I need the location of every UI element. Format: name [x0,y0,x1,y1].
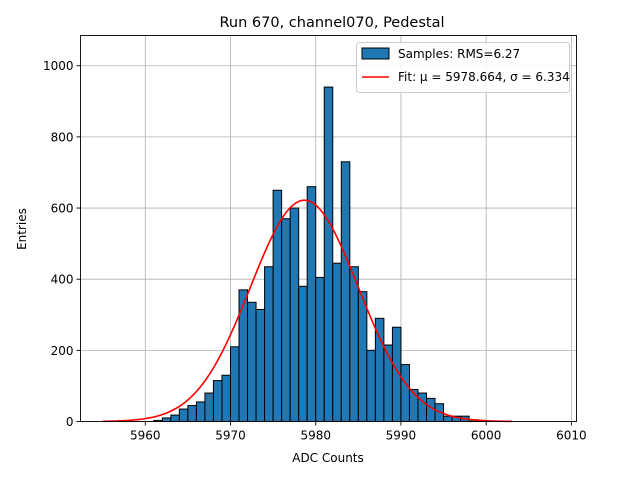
histogram-bar [332,262,342,423]
histogram-bar [417,392,428,423]
histogram-bar [221,374,231,423]
y-axis-label: Entries [15,208,29,250]
y-tick-label: 800 [51,130,74,144]
histogram-bar [306,186,317,422]
histogram-bar [408,388,419,422]
histogram-bar [374,317,385,423]
histogram-bar [323,86,334,422]
histogram-bar [229,346,240,422]
histogram-bar [195,401,206,422]
histogram-bar [298,285,308,422]
histogram-bar [161,417,172,422]
histogram-bar [212,380,223,422]
x-axis-ticks: 5960 5970 5980 5990 6000 6010 [130,421,587,443]
x-tick-label: 6010 [556,429,587,443]
gaussian-fit-curve [102,199,512,423]
histogram-bar [281,218,291,422]
x-tick-label: 5980 [300,429,331,443]
histogram-bar [366,349,376,423]
plot-frame [80,35,577,422]
histogram-bar [247,301,257,423]
histogram-bar [170,414,180,422]
histogram-bar [204,392,214,423]
histogram-bar [289,207,300,422]
x-tick-label: 5970 [215,429,246,443]
histogram-bar [315,276,325,422]
x-axis-label: ADC Counts [292,451,364,465]
histogram-bar [238,289,249,422]
y-tick-label: 400 [51,273,74,287]
histogram-bar [187,404,197,422]
histogram-bar [255,308,266,422]
y-tick-label: 600 [51,202,74,216]
histogram-bar [349,266,359,422]
x-tick-label: 5990 [386,429,417,443]
histogram-bar [443,415,453,423]
legend: Samples: RMS=6.27 Fit: μ = 5978.664, σ =… [356,42,570,93]
histogram-bar [426,397,436,423]
x-tick-label: 5960 [130,429,161,443]
histogram-bar [178,408,189,423]
y-tick-label: 200 [51,344,74,358]
histogram-bar [400,364,410,422]
legend-fit-label: Fit: μ = 5978.664, σ = 6.334 [398,70,570,84]
legend-histogram-swatch [361,47,390,60]
legend-frame [356,42,570,93]
chart-title: Run 670, channel070, Pedestal [219,15,444,31]
y-tick-label: 0 [66,415,74,429]
histogram-bar [340,161,351,423]
x-tick-label: 6000 [471,429,502,443]
y-axis-ticks: 0 200 400 600 800 1000 [43,59,81,429]
histogram-bar [264,266,274,422]
y-tick-label: 1000 [43,59,74,73]
legend-histogram-label: Samples: RMS=6.27 [398,47,520,61]
histogram-bar [357,291,368,422]
